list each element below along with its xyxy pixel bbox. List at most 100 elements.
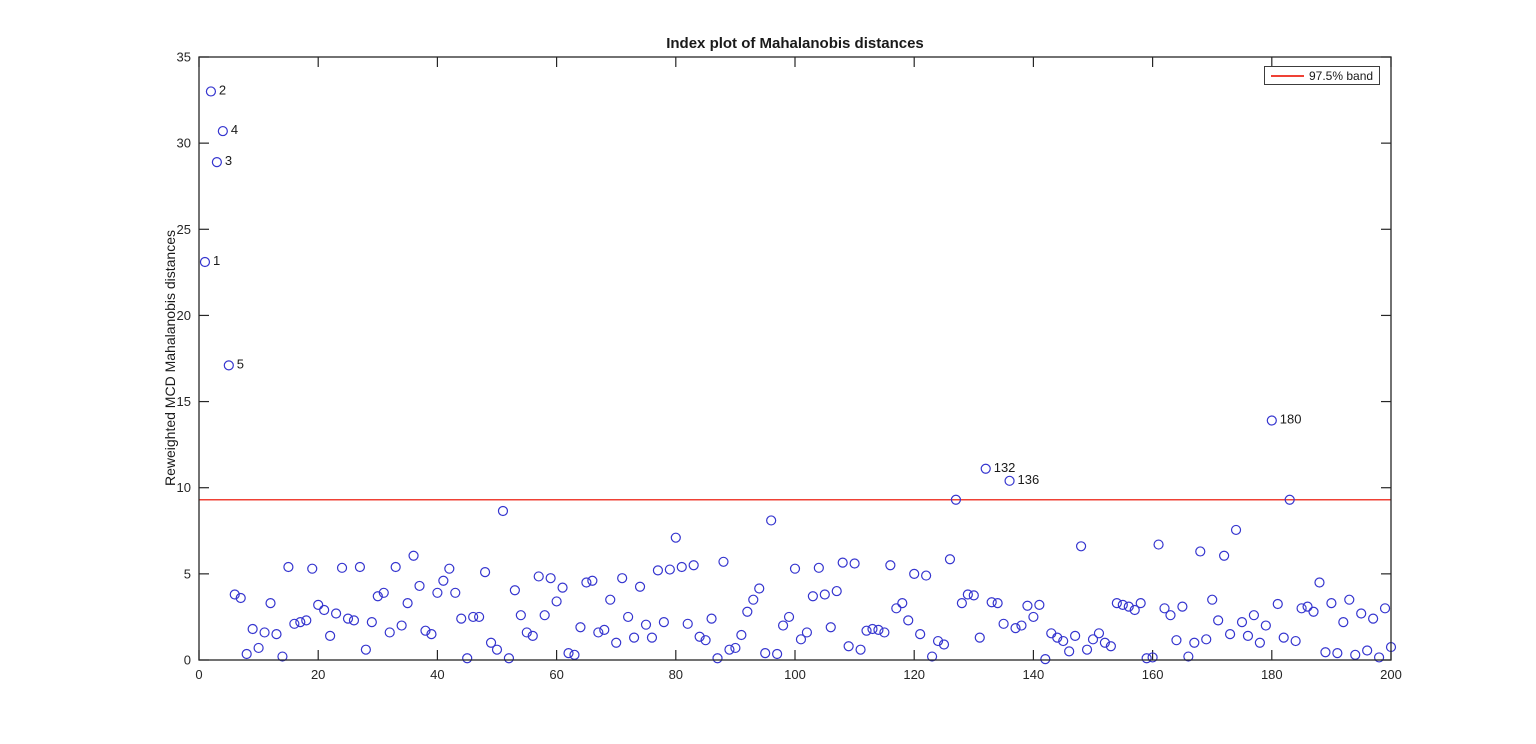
data-point [1117,599,1128,610]
data-point [581,577,592,588]
data-point [718,556,729,567]
point-annotation: 1 [213,253,220,268]
data-point [485,637,497,648]
legend-line-sample [1271,74,1304,77]
data-point [1064,646,1075,657]
point-annotation: 3 [225,153,232,168]
data-point [360,644,371,655]
data-point [652,565,664,576]
data-point [217,125,228,137]
y-tick-label: 15 [177,394,191,409]
x-tick-label: 100 [784,667,806,682]
data-point [1022,600,1033,611]
data-point [1224,629,1236,640]
data-point [551,596,562,607]
data-point [664,564,675,575]
data-point [742,606,753,617]
data-point [754,583,765,594]
data-point [474,611,485,623]
data-point [807,591,818,602]
data-point [557,582,568,593]
data-point [724,644,735,655]
data-point [1379,603,1391,614]
data-point [640,619,652,630]
data-point [1165,610,1176,621]
data-point [1016,620,1027,631]
data-point [330,608,342,619]
point-annotation: 5 [237,356,244,371]
data-point [1260,620,1271,631]
data-point [539,610,550,621]
data-point [1123,601,1134,612]
data-point [783,611,795,623]
point-annotation: 2 [219,82,226,97]
data-point [772,648,783,660]
data-point [801,627,813,638]
data-point [307,563,318,574]
data-point [372,591,383,602]
data-point [867,623,878,635]
y-tick-label: 0 [184,653,191,668]
data-point [384,627,395,638]
data-point [956,598,967,609]
data-point [468,611,479,623]
data-point [748,594,759,605]
data-point [891,603,902,614]
data-point [265,598,276,609]
y-axis-label: Reweighted MCD Mahalanobis distances [162,229,178,487]
data-point [1350,649,1361,660]
data-point [831,585,842,597]
point-annotation: 132 [994,460,1016,475]
data-point [235,592,246,604]
data-point [1046,628,1057,639]
data-point [1356,608,1367,619]
x-tick-label: 140 [1023,667,1045,682]
data-point [563,648,574,659]
x-tick-label: 200 [1380,667,1402,682]
data-point [634,581,646,592]
data-point [241,648,252,660]
data-point [1290,635,1301,647]
data-point [1207,594,1218,605]
data-point [1230,524,1242,536]
data-point [313,599,324,610]
data-point [1338,616,1349,628]
data-point [688,560,699,571]
data-point [1296,603,1307,614]
data-point [1195,546,1206,557]
x-tick-label: 80 [669,667,683,682]
data-point [903,615,914,626]
data-point [950,494,962,505]
data-point [1081,644,1093,655]
data-point [1004,475,1015,486]
data-point [1326,598,1337,609]
data-point [1111,598,1122,609]
data-point [682,618,693,629]
plot-box [198,56,1392,661]
data-point [861,625,872,636]
data-point [289,618,300,629]
data-point [587,575,598,586]
data-point [1034,599,1045,610]
legend-box: 97.5% band [1264,66,1381,85]
data-point [623,611,634,623]
data-point [497,505,509,517]
data-point [843,641,854,652]
data-point [760,648,771,659]
data-point [694,631,705,642]
data-point [1236,616,1248,628]
data-point [837,557,848,568]
data-point [211,156,222,168]
data-point [676,561,687,573]
data-point [1373,652,1385,663]
data-point [1010,623,1021,634]
data-point [479,567,491,578]
data-point [414,580,425,592]
point-annotation: 4 [231,122,238,137]
data-point [1362,645,1373,656]
data-point [1344,594,1355,605]
data-point [462,653,473,664]
data-point [1266,415,1277,426]
data-point [879,627,890,638]
